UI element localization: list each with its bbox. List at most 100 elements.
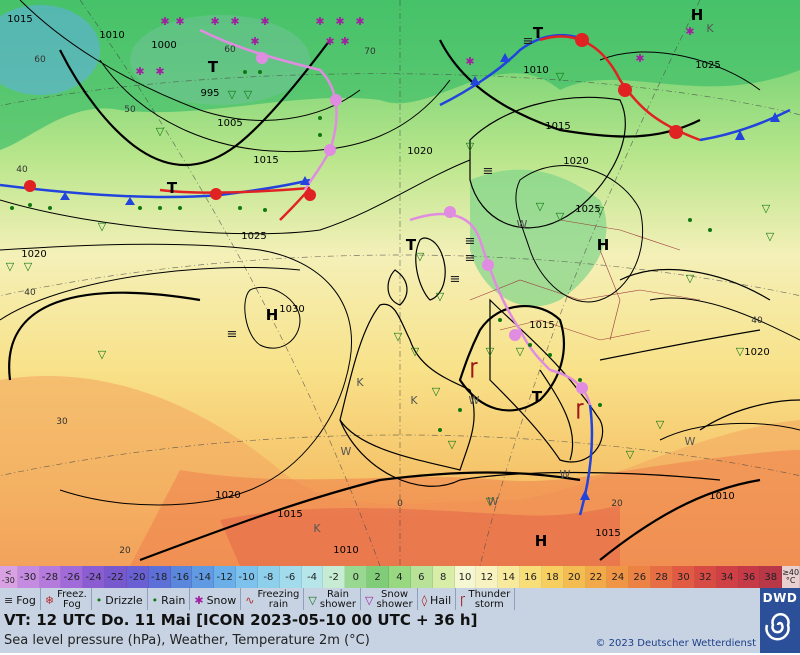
svg-text:▽: ▽ xyxy=(436,290,445,303)
legend-item: ▽ Snow shower xyxy=(361,588,418,612)
svg-text:✱: ✱ xyxy=(325,35,334,48)
legend-icon: ∿ xyxy=(245,593,255,607)
isobar-label: 1010 xyxy=(709,491,734,502)
temperature-scale-cell: -8 xyxy=(257,566,280,588)
temperature-scale-cell: 10 xyxy=(454,566,477,588)
map-description: Sea level pressure (hPa), Weather, Tempe… xyxy=(0,630,760,653)
valid-time: VT: 12 UTC Do. 11 Mai [ICON 2023-05-10 0… xyxy=(0,610,760,630)
svg-text:▽: ▽ xyxy=(596,204,605,217)
temperature-scale-cell: 20 xyxy=(563,566,586,588)
temperature-scale-cell: -22 xyxy=(105,566,127,588)
legend-item: Ꞅ Thunder storm xyxy=(456,588,516,612)
high-pressure-center: H xyxy=(535,532,548,550)
temperature-scale-cell: -28 xyxy=(39,566,62,588)
svg-text:≡: ≡ xyxy=(465,251,476,266)
svg-text:✱: ✱ xyxy=(230,15,239,28)
svg-text:✱: ✱ xyxy=(135,65,144,78)
isobar-label: 1015 xyxy=(7,14,32,25)
temperature-scale-cell: 26 xyxy=(629,566,652,588)
legend-icon: ◊ xyxy=(421,593,427,607)
legend-icon: ▽ xyxy=(308,593,317,607)
svg-text:▽: ▽ xyxy=(6,260,15,273)
isobar-label: 1010 xyxy=(99,30,124,41)
legend-label: Freez. Fog xyxy=(57,589,87,610)
isobar-label: 1015 xyxy=(277,509,302,520)
grid-label: 40 xyxy=(751,316,763,326)
svg-text:▽: ▽ xyxy=(466,140,475,153)
legend-item: ≡ Fog xyxy=(0,588,41,612)
temperature-scale-cell: -6 xyxy=(279,566,302,588)
cold-region-label: K xyxy=(706,22,714,35)
high-pressure-center: H xyxy=(597,236,610,254)
svg-text:▽: ▽ xyxy=(24,260,33,273)
svg-text:✱: ✱ xyxy=(465,55,474,68)
temperature-scale-cell: 34 xyxy=(716,566,739,588)
temperature-scale-cell: 32 xyxy=(694,566,717,588)
legend-item: • Rain xyxy=(148,588,191,612)
temperature-scale-cell: 16 xyxy=(520,566,542,588)
svg-text:≡: ≡ xyxy=(450,272,461,287)
isobar-label: 1010 xyxy=(523,65,548,76)
legend-icon: Ꞅ xyxy=(460,593,466,607)
svg-text:✱: ✱ xyxy=(175,15,184,28)
svg-text:▽: ▽ xyxy=(736,345,745,358)
warm-region-label: W xyxy=(341,445,352,458)
svg-text:✱: ✱ xyxy=(355,15,364,28)
grid-label: 30 xyxy=(56,417,68,427)
legend-item: • Drizzle xyxy=(92,588,148,612)
temperature-scale-cell: < -30 xyxy=(0,566,18,588)
weather-legend: ≡ Fog ❄ Freez. Fog • Drizzle • Rain ✱ Snow ∿ Freezi… xyxy=(0,588,760,612)
temperature-scale-cell: -12 xyxy=(214,566,237,588)
svg-text:▽: ▽ xyxy=(244,88,253,101)
legend-label: Hail xyxy=(430,593,452,607)
legend-label: Thunder storm xyxy=(468,589,511,610)
svg-text:▽: ▽ xyxy=(394,330,403,343)
legend-item: ▽ Rain shower xyxy=(304,588,361,612)
svg-text:▽: ▽ xyxy=(432,385,441,398)
temperature-scale-cell: 14 xyxy=(498,566,521,588)
isobar-label: 1030 xyxy=(279,304,304,315)
warm-region-label: W xyxy=(469,394,480,407)
legend-label: Snow xyxy=(206,593,237,607)
low-pressure-center: T xyxy=(406,236,417,254)
grid-label: 70 xyxy=(364,47,376,57)
svg-text:✱: ✱ xyxy=(335,15,344,28)
temperature-scale-cell: -26 xyxy=(61,566,84,588)
grid-label: 20 xyxy=(611,499,623,509)
svg-text:≡: ≡ xyxy=(465,234,476,249)
temperature-scale-cell: 2 xyxy=(367,566,390,588)
svg-text:✱: ✱ xyxy=(160,15,169,28)
legend-icon: • xyxy=(95,593,103,607)
grid-label: 20 xyxy=(119,546,131,556)
svg-text:▽: ▽ xyxy=(656,418,665,431)
isobar-label: 995 xyxy=(200,88,219,99)
temperature-scale-cell: ≥40 °C xyxy=(782,566,800,588)
svg-text:▽: ▽ xyxy=(536,200,545,213)
svg-text:✱: ✱ xyxy=(635,52,644,65)
temperature-scale-cell: 12 xyxy=(476,566,499,588)
svg-text:▽: ▽ xyxy=(516,345,525,358)
warm-region-label: W xyxy=(517,218,528,231)
temperature-scale-cell: 30 xyxy=(672,566,695,588)
svg-text:▽: ▽ xyxy=(98,348,107,361)
temperature-scale-cell: 38 xyxy=(760,566,783,588)
cold-region-label: K xyxy=(410,394,418,407)
legend-item: ∿ Freezing rain xyxy=(241,588,305,612)
svg-text:▽: ▽ xyxy=(448,438,457,451)
temperature-scale-cell: -4 xyxy=(301,566,324,588)
temperature-scale-cell: -18 xyxy=(148,566,171,588)
dwd-logo-text: DWD xyxy=(762,591,798,605)
legend-label: Fog xyxy=(16,593,36,607)
description-text: Sea level pressure (hPa), Weather, Tempe… xyxy=(4,633,370,648)
temperature-scale-cell: 8 xyxy=(432,566,455,588)
temperature-scale-cell: 24 xyxy=(607,566,630,588)
legend-label: Rain xyxy=(161,593,186,607)
grid-label: 40 xyxy=(16,165,28,175)
isobar-label: 1010 xyxy=(333,545,358,556)
temperature-scale-cell: -14 xyxy=(192,566,215,588)
spiral-icon xyxy=(765,612,790,641)
svg-text:▽: ▽ xyxy=(486,495,495,508)
low-pressure-center: T xyxy=(532,388,543,406)
temperature-scale-cell: 4 xyxy=(389,566,411,588)
temperature-scale-cell: 36 xyxy=(738,566,761,588)
